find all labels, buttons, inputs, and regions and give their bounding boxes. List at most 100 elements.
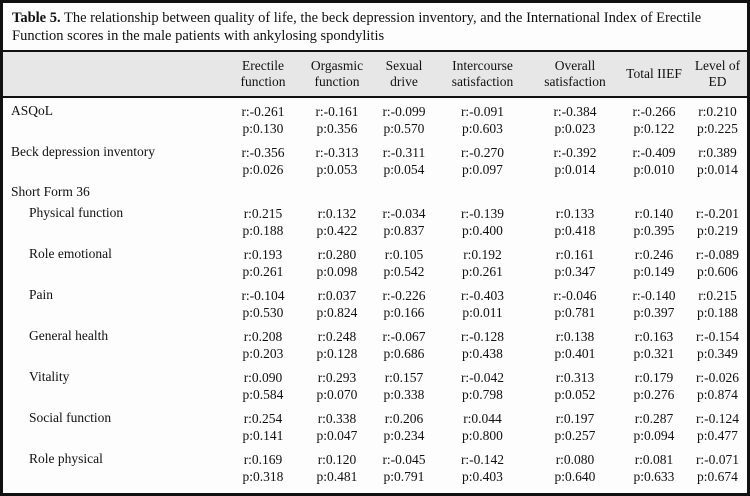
r-value: r:-0.035 — [688, 492, 747, 493]
p-value: p:0.276 — [633, 387, 675, 402]
p-value: p:0.530 — [242, 305, 284, 320]
stat-cell: r:0.338 p:0.047 — [301, 405, 373, 446]
p-value: p:0.053 — [316, 162, 358, 177]
stat-cell: r:0.246 p:0.149 — [620, 241, 688, 282]
stat-cell: r:-0.403 p:0.011 — [435, 282, 530, 323]
r-value: r:-0.313 — [315, 145, 359, 160]
r-value: r:0.120 — [317, 452, 357, 467]
p-value: p:0.257 — [554, 428, 596, 443]
stat-cell: r:0.120 p:0.481 — [301, 446, 373, 487]
r-value: r:0.039 — [435, 492, 530, 493]
stat-cell: r:-0.313 p:0.053 — [301, 139, 373, 180]
p-value: p:0.674 — [697, 469, 738, 484]
r-value: r:-0.409 — [632, 145, 676, 160]
r-value: r:-0.311 — [382, 145, 426, 160]
row-label: Role physical — [29, 451, 103, 466]
r-value: r:-0.046 — [553, 288, 597, 303]
stat-cell: r:-0.270 p:0.097 — [435, 139, 530, 180]
caption-label: Table 5. — [12, 10, 61, 26]
row-label: Pain — [29, 287, 54, 302]
p-value: p:0.188 — [697, 305, 738, 320]
r-value: r:0.254 — [243, 411, 283, 426]
stat-cell: r:-0.311 p:0.054 — [373, 139, 435, 180]
p-value: p:0.234 — [383, 428, 425, 443]
stat-cell: r:-0.071 p:0.674 — [688, 446, 747, 487]
stat-cell: r:0.208 p:0.203 — [225, 323, 301, 364]
stat-cell: r:0.039p:0.817 — [435, 487, 530, 493]
r-value: r:0.163 — [634, 329, 674, 344]
r-value: r:0.138 — [555, 329, 595, 344]
r-value: r:0.132 — [317, 206, 357, 221]
stat-cell: r:0.197 p:0.257 — [530, 405, 620, 446]
stat-cell: r:-0.042 p:0.798 — [435, 364, 530, 405]
row-label: General health — [29, 328, 109, 343]
stat-cell: r:0.280 p:0.098 — [301, 241, 373, 282]
p-value: p:0.225 — [697, 121, 738, 136]
r-value: r:0.133 — [555, 206, 595, 221]
p-value: p:0.640 — [554, 469, 596, 484]
stat-cell: r:-0.154 p:0.349 — [688, 323, 747, 364]
r-value: r:0.144 — [301, 492, 373, 493]
p-value: p:0.047 — [316, 428, 358, 443]
r-value: r:0.136 — [620, 492, 688, 493]
p-value: p:0.791 — [383, 469, 425, 484]
r-value: r:-0.045 — [382, 452, 426, 467]
stat-cell: r:0.161 p:0.347 — [530, 241, 620, 282]
header-intercourse-satisfaction: Intercourse satisfaction — [435, 52, 530, 98]
r-value: r:0.080 — [555, 452, 595, 467]
r-value: r:-0.139 — [460, 206, 505, 221]
r-value: r:-0.142 — [460, 452, 505, 467]
table-row: Pain r:-0.104 p:0.530 r:0.037 p:0.824 r:-0.22… — [3, 282, 747, 323]
p-value: p:0.014 — [697, 162, 738, 177]
stat-cell: r:-0.392 p:0.014 — [530, 139, 620, 180]
stat-cell: r:0.144p:0.387 — [301, 487, 373, 493]
table-row: Mental healthr:0.068p:0.684r:0.144p:0.38… — [3, 487, 747, 493]
stat-cell: r:0.044 p:0.800 — [435, 405, 530, 446]
r-value: r:0.044 — [463, 411, 502, 426]
row-label: Vitality — [29, 369, 70, 384]
row-label: Mental health — [3, 487, 225, 493]
stat-cell: r:-0.067 p:0.686 — [373, 323, 435, 364]
stat-cell: r:0.169 p:0.318 — [225, 446, 301, 487]
stat-cell: r:0.192 p:0.261 — [435, 241, 530, 282]
r-value: r:-0.201 — [695, 206, 740, 221]
p-value: p:0.023 — [554, 121, 596, 136]
p-value: p:0.798 — [462, 387, 503, 402]
stat-cell: r:-0.201 p:0.219 — [688, 200, 747, 241]
p-value: p:0.403 — [462, 469, 503, 484]
header-level-of-ed: Level of ED — [688, 52, 747, 98]
r-value: r:-0.270 — [460, 145, 505, 160]
r-value: r:0.161 — [555, 247, 595, 262]
r-value: r:0.037 — [317, 288, 357, 303]
p-value: p:0.418 — [554, 223, 596, 238]
stat-cell: r:0.136p:0.417 — [620, 487, 688, 493]
r-value: r:-0.026 — [695, 370, 740, 385]
stat-cell: r:0.090 p:0.584 — [225, 364, 301, 405]
p-value: p:0.128 — [316, 346, 358, 361]
r-value: r:0.208 — [243, 329, 283, 344]
p-value: p:0.010 — [633, 162, 675, 177]
stat-cell: r:-0.142 p:0.403 — [435, 446, 530, 487]
stat-cell: r:0.179 p:0.276 — [620, 364, 688, 405]
stat-cell: r:-0.104 p:0.530 — [225, 282, 301, 323]
p-value: p:0.422 — [316, 223, 358, 238]
r-value: r:-0.067 — [382, 329, 426, 344]
p-value: p:0.122 — [633, 121, 675, 136]
r-value: r:0.193 — [243, 247, 283, 262]
stat-cell: r:-0.099 p:0.570 — [373, 97, 435, 139]
stat-cell: r:-0.124 p:0.477 — [688, 405, 747, 446]
r-value: r:0.157 — [384, 370, 424, 385]
p-value: p:0.603 — [462, 121, 503, 136]
r-value: r:0.389 — [698, 145, 737, 160]
r-value: r:0.090 — [243, 370, 283, 385]
p-value: p:0.397 — [633, 305, 675, 320]
r-value: r:-0.226 — [382, 288, 426, 303]
table-row: Beck depression inventory r:-0.356 p:0.026… — [3, 139, 747, 180]
stat-cell: r:-0.034 p:0.837 — [373, 200, 435, 241]
stat-cell: r:-0.140 p:0.397 — [620, 282, 688, 323]
stat-cell: r:0.138 p:0.401 — [530, 323, 620, 364]
row-label: ASQoL — [11, 103, 54, 118]
r-value: r:-0.403 — [460, 288, 505, 303]
stat-cell: r:0.389 p:0.014 — [688, 139, 747, 180]
